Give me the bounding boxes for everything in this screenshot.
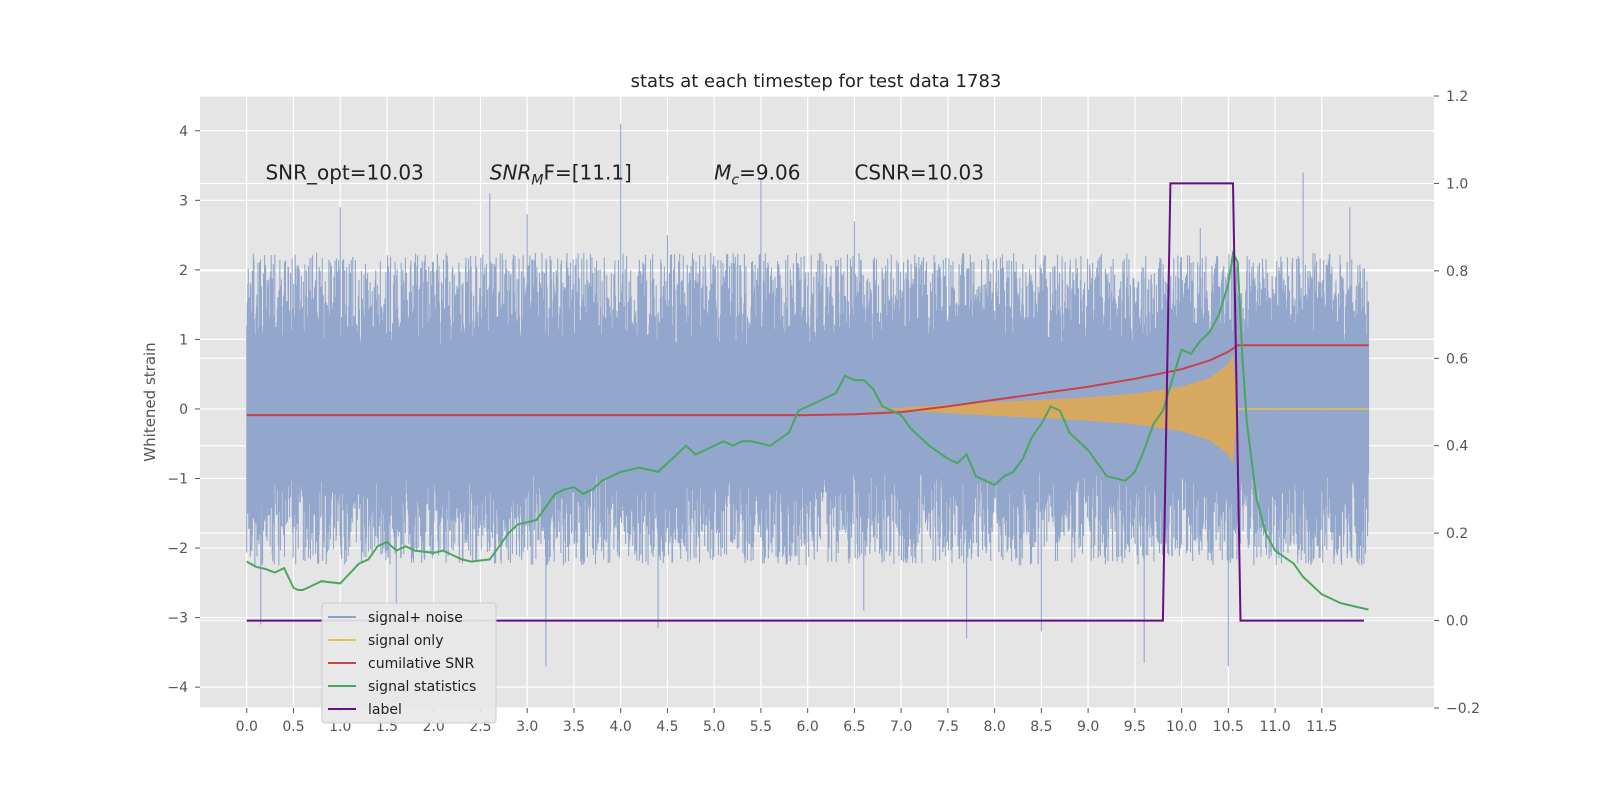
x-tick-label: 8.0 <box>983 719 1005 735</box>
legend: signal+ noise signal only cumilative SNR si… <box>321 602 497 724</box>
series-signal-statistics <box>246 250 1369 611</box>
legend-label: cumilative SNR <box>368 656 475 672</box>
y-axis-right-ticks: 1.2 1.0 0.8 0.6 0.4 0.2 0.0 −0.2 <box>1434 89 1480 717</box>
y-right-tick-label: −0.2 <box>1446 701 1480 717</box>
x-tick-label: 5.0 <box>703 719 725 735</box>
x-tick-label: 8.5 <box>1030 719 1052 735</box>
signal-only-fill <box>863 353 1369 465</box>
legend-box <box>321 602 497 724</box>
cumulative-snr-line <box>246 344 1369 417</box>
y-left-tick-label: −2 <box>167 541 188 557</box>
legend-label: label <box>368 702 402 718</box>
y-right-tick-label: 0.2 <box>1446 526 1468 542</box>
y-left-tick-label: 4 <box>179 124 188 140</box>
x-tick-label: 10.5 <box>1213 719 1244 735</box>
y-right-tick-label: 0.6 <box>1446 351 1468 367</box>
signal-statistics-line <box>246 250 1369 611</box>
y-right-tick-label: 1.2 <box>1446 89 1468 105</box>
x-tick-label: 3.0 <box>516 719 538 735</box>
series-cumulative-snr <box>246 344 1369 417</box>
x-tick-label: 9.0 <box>1077 719 1099 735</box>
annotations: SNR_opt=10.03 SNRMF=[11.1] Mc=9.06 CSNR=10.… <box>265 160 983 188</box>
y-right-tick-label: 0.0 <box>1446 614 1468 630</box>
y-left-tick-label: 0 <box>179 402 188 418</box>
x-tick-label: 0.5 <box>282 719 304 735</box>
series-label <box>246 182 1364 622</box>
y-left-tick-label: −4 <box>167 680 188 696</box>
x-tick-label: 6.5 <box>843 719 865 735</box>
x-tick-label: 4.5 <box>656 719 678 735</box>
y-axis-left-ticks: 4 3 2 1 0 −1 −2 −3 −4 <box>167 124 200 696</box>
x-tick-label: 7.0 <box>890 719 912 735</box>
x-tick-label: 11.5 <box>1306 719 1337 735</box>
annotation: SNR_opt=10.03 <box>265 160 423 184</box>
chart-title: stats at each timestep for test data 178… <box>631 71 1002 92</box>
y-left-tick-label: −3 <box>167 611 188 627</box>
y-axis-left-label: Whitened strain <box>141 342 159 461</box>
x-tick-label: 3.5 <box>563 719 585 735</box>
y-left-tick-label: 2 <box>179 263 188 279</box>
legend-label: signal statistics <box>368 679 476 695</box>
legend-label: signal only <box>368 633 443 649</box>
y-right-tick-label: 0.8 <box>1446 264 1468 280</box>
y-left-tick-label: 3 <box>179 193 188 209</box>
series-signal-only <box>863 353 1369 465</box>
label-line <box>246 182 1364 622</box>
y-right-tick-label: 1.0 <box>1446 176 1468 192</box>
x-tick-label: 7.5 <box>937 719 959 735</box>
x-tick-label: 11.0 <box>1259 719 1290 735</box>
x-tick-label: 0.0 <box>236 719 258 735</box>
annotation: CSNR=10.03 <box>854 160 984 184</box>
x-tick-label: 4.0 <box>610 719 632 735</box>
x-tick-label: 6.0 <box>797 719 819 735</box>
y-left-tick-label: 1 <box>179 332 188 348</box>
x-tick-label: 10.0 <box>1166 719 1197 735</box>
x-tick-label: 5.5 <box>750 719 772 735</box>
y-left-tick-label: −1 <box>167 472 188 488</box>
y-right-tick-label: 0.4 <box>1446 439 1468 455</box>
annotation: Mc=9.06 <box>714 160 800 188</box>
legend-label: signal+ noise <box>368 610 463 626</box>
x-axis-ticks: 0.0 0.5 1.0 1.5 2.0 2.5 3.0 3.5 4.0 4.5 5.0 5.5 6.0 6… <box>236 708 1337 735</box>
x-tick-label: 9.5 <box>1124 719 1146 735</box>
annotation: SNRMF=[11.1] <box>490 160 632 188</box>
